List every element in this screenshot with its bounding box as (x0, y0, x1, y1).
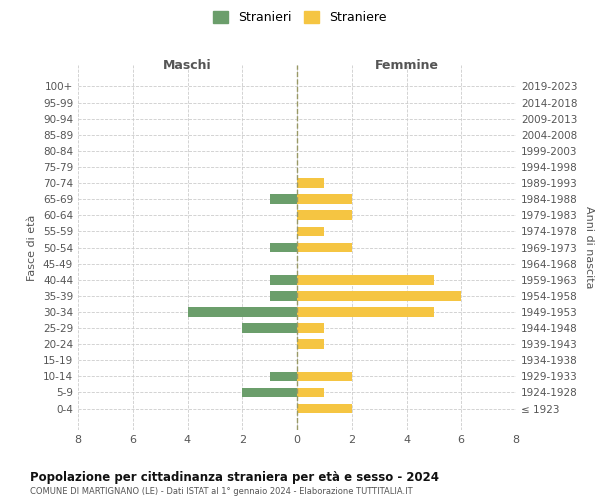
Bar (187, 307, 297, 317)
Bar (269, 291, 297, 300)
Bar (297, 210, 352, 220)
Legend: Stranieri, Straniere: Stranieri, Straniere (208, 6, 392, 29)
Bar (269, 194, 297, 204)
Bar (269, 275, 297, 284)
Bar (297, 226, 325, 236)
Text: COMUNE DI MARTIGNANO (LE) - Dati ISTAT al 1° gennaio 2024 - Elaborazione TUTTITA: COMUNE DI MARTIGNANO (LE) - Dati ISTAT a… (30, 487, 413, 496)
Bar (269, 372, 297, 381)
Y-axis label: Fasce di età: Fasce di età (28, 214, 37, 280)
Bar (297, 307, 434, 317)
Bar (297, 404, 352, 413)
Bar (297, 291, 461, 300)
Text: Femmine: Femmine (374, 59, 439, 72)
Bar (297, 194, 352, 204)
Bar (269, 242, 297, 252)
Text: Maschi: Maschi (163, 59, 212, 72)
Bar (297, 340, 325, 349)
Bar (242, 323, 297, 333)
Bar (297, 372, 352, 381)
Bar (242, 388, 297, 398)
Text: Popolazione per cittadinanza straniera per età e sesso - 2024: Popolazione per cittadinanza straniera p… (30, 471, 439, 484)
Bar (297, 388, 325, 398)
Y-axis label: Anni di nascita: Anni di nascita (584, 206, 594, 289)
Bar (297, 275, 434, 284)
Bar (297, 323, 325, 333)
Bar (297, 178, 325, 188)
Bar (297, 242, 352, 252)
